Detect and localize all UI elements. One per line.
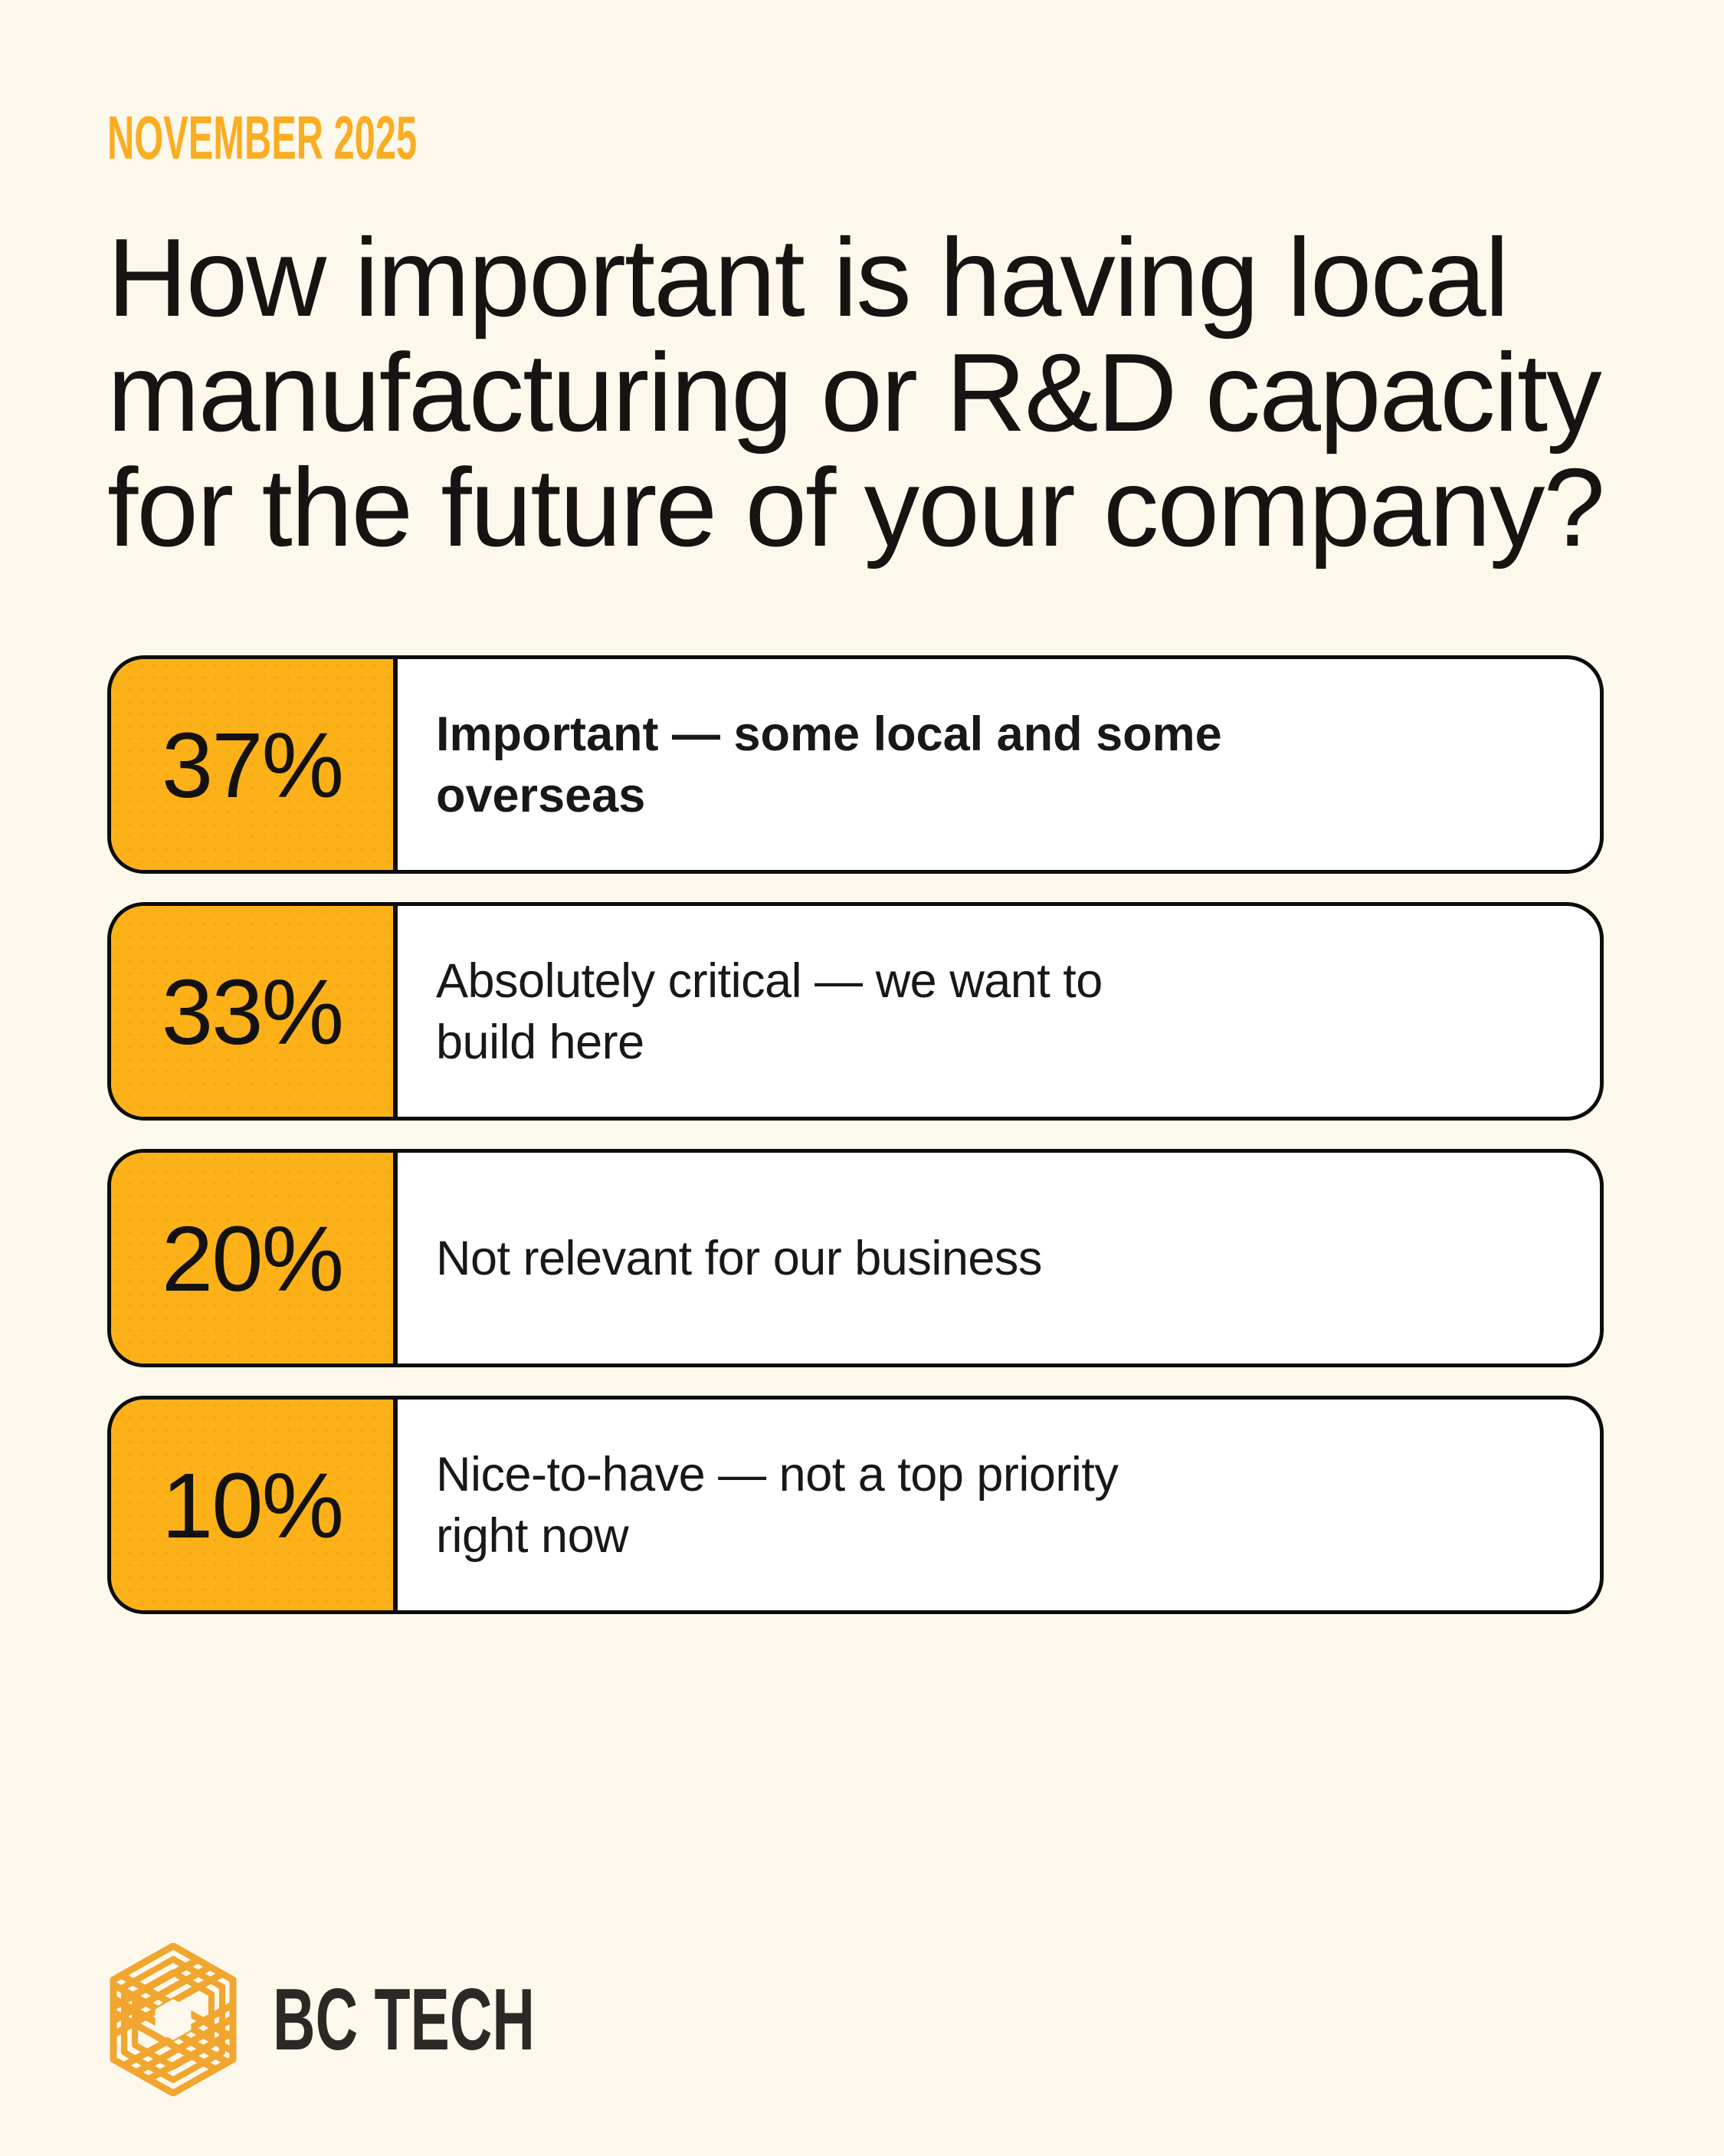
answer-label-line: Absolutely critical — we want to	[436, 953, 1103, 1008]
percent-value: 37%	[161, 712, 344, 817]
answer-label-line: Important — some local and some	[436, 707, 1222, 761]
woven-cube-icon	[110, 1943, 237, 2096]
result-row-2: 33% Absolutely critical — we want to bui…	[107, 902, 1604, 1121]
date-eyebrow: NOVEMBER 2025	[107, 103, 418, 172]
answer-label-line: build here	[436, 1015, 644, 1069]
results-list: 37% Important — some local and some over…	[107, 655, 1617, 1614]
percent-value: 33%	[161, 959, 344, 1064]
answer-label-4: Nice-to-have — not a top priority right …	[398, 1400, 1600, 1610]
percent-block-3: 20%	[111, 1153, 398, 1363]
answer-label-line: right now	[436, 1508, 629, 1563]
result-row-3: 20% Not relevant for our business	[107, 1149, 1604, 1367]
percent-block-4: 10%	[111, 1400, 398, 1610]
title-line-2: manufacturing or R&D capacity	[107, 330, 1602, 454]
percent-value: 20%	[161, 1206, 344, 1311]
percent-value: 10%	[161, 1452, 344, 1557]
answer-label-3: Not relevant for our business	[398, 1153, 1600, 1363]
title-line-3: for the future of your company?	[107, 445, 1605, 569]
answer-label-1: Important — some local and some overseas	[398, 659, 1600, 870]
percent-block-2: 33%	[111, 906, 398, 1117]
answer-label-line: Nice-to-have — not a top priority	[436, 1447, 1119, 1501]
title-line-1: How important is having local	[107, 215, 1509, 340]
answer-label-line: Not relevant for our business	[436, 1231, 1042, 1285]
result-row-1: 37% Important — some local and some over…	[107, 655, 1604, 874]
answer-label-line: overseas	[436, 768, 646, 822]
brand-wordmark: BC TECH	[273, 1971, 535, 2069]
page-title: How important is having local manufactur…	[107, 220, 1640, 565]
result-row-4: 10% Nice-to-have — not a top priority ri…	[107, 1396, 1604, 1614]
percent-block-1: 37%	[111, 659, 398, 870]
footer-brand-lockup: BC TECH	[107, 1943, 1617, 2096]
answer-label-2: Absolutely critical — we want to build h…	[398, 906, 1600, 1117]
